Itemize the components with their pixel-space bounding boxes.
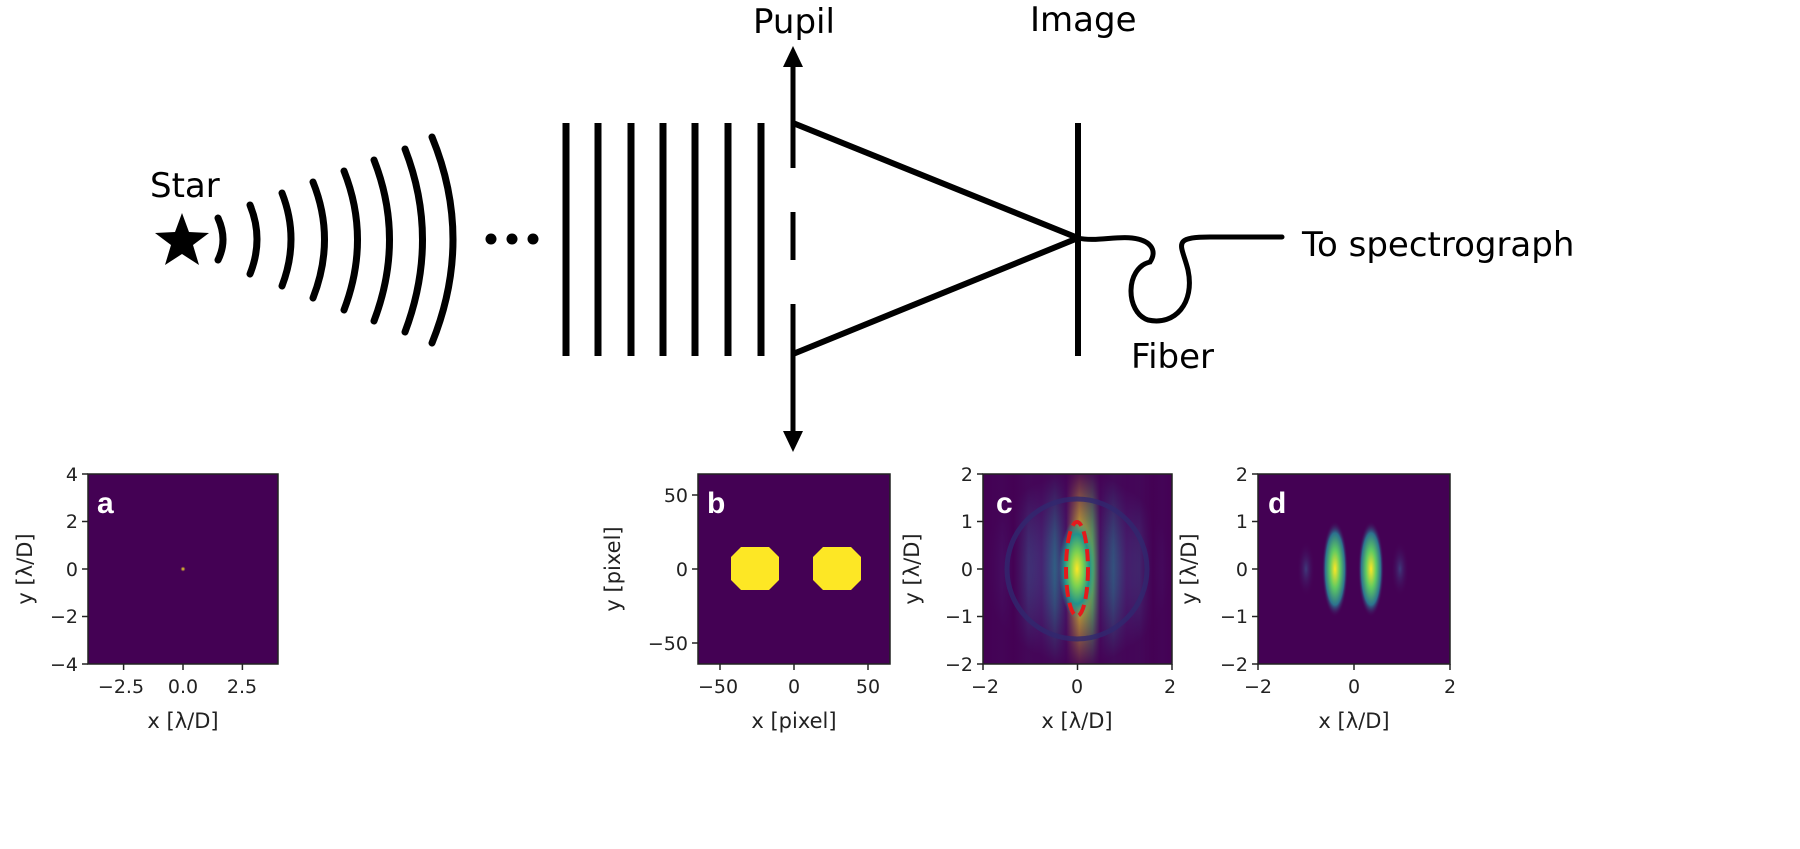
panel-d-side-lobe: [1297, 541, 1315, 597]
x-tick: 0: [1071, 676, 1083, 698]
y-tick: −2: [50, 606, 78, 628]
y-tick: 2: [1236, 464, 1248, 486]
panel-b: b 50 0 −50 −50 0 50 x [pixel] y [pixel]: [601, 473, 891, 733]
image-label: Image: [1030, 0, 1136, 40]
y-tick: 50: [664, 485, 688, 507]
y-tick: 0: [66, 559, 78, 581]
panel-letter: d: [1268, 487, 1286, 520]
y-tick: −4: [50, 654, 78, 676]
x-tick: 50: [856, 676, 880, 698]
x-tick: 0.0: [168, 676, 198, 698]
x-tick: −50: [698, 676, 738, 698]
y-axis-label: y [λ/D]: [13, 533, 37, 604]
y-tick: 1: [1236, 511, 1248, 533]
x-axis-label: x [pixel]: [751, 709, 836, 733]
fiber: [1075, 234, 1285, 324]
star-icon: [155, 213, 209, 265]
y-tick: 1: [961, 511, 973, 533]
y-tick: 4: [66, 464, 78, 486]
panel-d-side-lobe: [1391, 541, 1409, 597]
spherical-wavefronts: [214, 133, 457, 347]
x-axis-label: x [λ/D]: [147, 709, 218, 733]
panel-letter: a: [97, 487, 114, 520]
panel-b-image: [698, 474, 890, 664]
star-label: Star: [150, 166, 220, 206]
y-tick: 0: [1236, 559, 1248, 581]
y-tick: −2: [945, 654, 973, 676]
panel-a: a 4 2 0 −2 −4 −2.5 0.0 2.5 x [λ/D] y [λ/…: [13, 464, 279, 733]
panel-d-fringe-right: [1358, 521, 1384, 617]
panel-letter: b: [707, 487, 725, 520]
y-axis-label: y [λ/D]: [1177, 533, 1201, 604]
pupil-mask: [789, 168, 797, 304]
x-tick: 0: [1348, 676, 1360, 698]
y-tick: −2: [1220, 654, 1248, 676]
plane-wavefronts: [562, 123, 765, 356]
subaperture-right: [813, 547, 861, 590]
panel-a-psf-dot: [180, 566, 186, 572]
y-tick: −50: [648, 633, 688, 655]
panel-letter: c: [996, 487, 1013, 520]
panel-c-fiber-mode-ellipse: [1064, 520, 1090, 618]
focusing-beam: [791, 120, 1080, 357]
x-tick: −2.5: [98, 676, 144, 698]
double-arrow-icon: [783, 46, 803, 452]
y-tick: 2: [66, 511, 78, 533]
x-axis-label: x [λ/D]: [1041, 709, 1112, 733]
panel-c-airy-ring: [1004, 496, 1150, 642]
y-axis-label: y [λ/D]: [900, 533, 924, 604]
x-axis-label: x [λ/D]: [1318, 709, 1389, 733]
x-tick: 2.5: [227, 676, 257, 698]
ellipsis-icon: [485, 233, 539, 245]
y-tick: −1: [1220, 606, 1248, 628]
y-tick: 2: [961, 464, 973, 486]
fiber-label: Fiber: [1131, 337, 1214, 377]
schematic: Star: [150, 0, 1574, 452]
y-tick: −1: [945, 606, 973, 628]
y-tick: 0: [961, 559, 973, 581]
x-tick: −2: [1244, 676, 1272, 698]
y-tick: 0: [676, 559, 688, 581]
panel-c: c 2 1 0 −1 −2 −2 0 2 x [λ/D] y [λ/D]: [900, 464, 1176, 733]
to-spectrograph-label: To spectrograph: [1301, 225, 1574, 265]
pupil-label: Pupil: [753, 2, 835, 42]
y-axis-label: y [pixel]: [601, 526, 625, 611]
x-tick: 2: [1444, 676, 1456, 698]
x-tick: 2: [1164, 676, 1176, 698]
subaperture-left: [731, 547, 779, 590]
panel-d-fringe-left: [1322, 521, 1348, 617]
x-tick: −2: [971, 676, 999, 698]
x-tick: 0: [788, 676, 800, 698]
panel-d: d 2 1 0 −1 −2 −2 0 2 x [λ/D] y [λ/D]: [1177, 464, 1456, 733]
panel-d-image: [1258, 474, 1450, 664]
